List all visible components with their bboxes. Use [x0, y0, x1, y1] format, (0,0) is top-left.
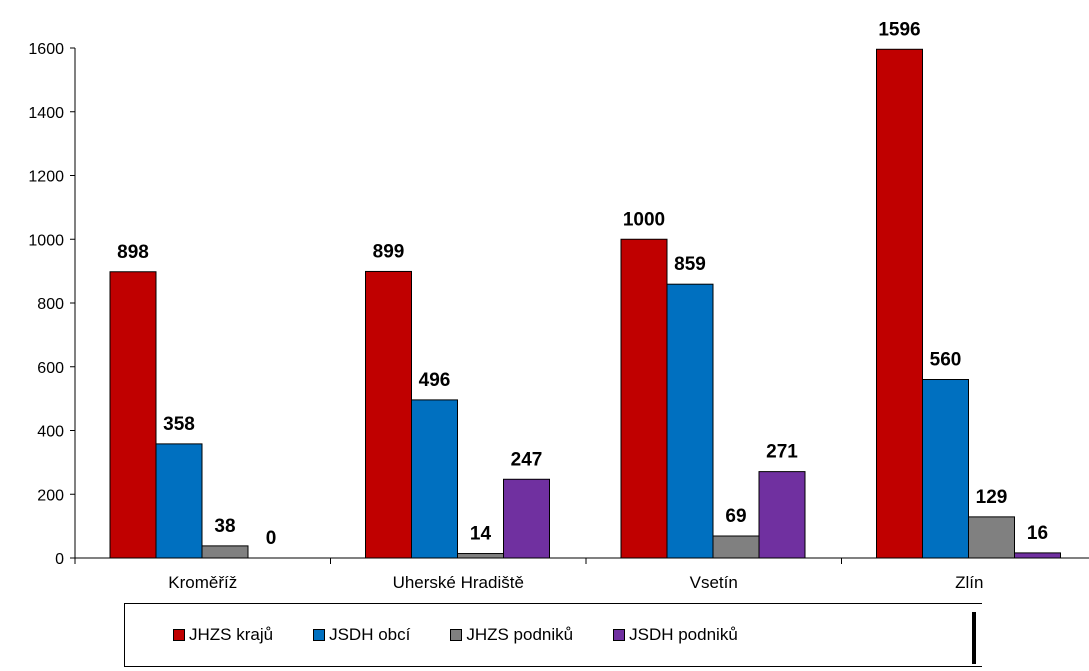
bar [876, 48, 923, 559]
y-tick-label: 1200 [28, 169, 64, 186]
legend-swatch [613, 629, 626, 641]
legend-item: JHZS podniků [450, 625, 573, 645]
bar [411, 399, 458, 559]
bar [457, 553, 504, 559]
bar [1014, 552, 1061, 559]
data-label: 14 [470, 524, 492, 545]
bar [620, 238, 668, 559]
y-tick-label: 600 [37, 360, 64, 377]
bar [201, 545, 249, 559]
y-tick-label: 200 [37, 487, 64, 504]
bar [758, 471, 806, 559]
data-label: 69 [725, 506, 746, 527]
legend-item: JSDH podniků [613, 625, 738, 645]
data-label: 1000 [623, 209, 665, 230]
bar [503, 478, 550, 559]
data-label: 0 [266, 528, 277, 549]
legend-item: JHZS krajů [173, 625, 273, 645]
legend-label: JHZS podniků [466, 625, 574, 644]
data-label: 271 [766, 442, 798, 463]
x-category-label: Kroměříž [168, 573, 237, 592]
legend-edge-bar [972, 612, 976, 664]
legend-swatch [450, 629, 463, 641]
legend-label: JHZS krajů [189, 625, 274, 644]
y-tick-label: 800 [37, 296, 64, 313]
data-label: 129 [976, 487, 1008, 508]
chart-bars [109, 48, 1061, 559]
x-category-label: Zlín [955, 573, 983, 592]
data-label: 560 [930, 350, 962, 371]
bar [155, 443, 203, 559]
data-label: 1596 [878, 19, 920, 40]
data-label: 859 [674, 254, 706, 275]
legend-items: JHZS krajů JSDH obcí JHZS podniků JSDH podn… [173, 625, 778, 645]
data-label: 899 [373, 241, 405, 262]
y-tick-label: 400 [37, 424, 64, 441]
bar [712, 535, 760, 559]
legend-swatch [313, 629, 326, 641]
bar [109, 271, 157, 559]
data-label: 247 [511, 449, 543, 470]
bar [922, 379, 969, 559]
x-category-label: Vsetín [690, 573, 738, 592]
data-label: 358 [163, 414, 195, 435]
y-tick-label: 1600 [28, 41, 64, 58]
bar [365, 270, 412, 559]
x-category-label: Uherské Hradiště [393, 573, 524, 592]
bar [968, 516, 1015, 559]
legend-swatch [173, 629, 185, 641]
chart-axes: 0 200 400 600 800 1000 1200 1400 1600 Kroměříž Uhe… [28, 41, 1089, 592]
data-label: 496 [419, 370, 451, 391]
data-label: 898 [117, 242, 149, 263]
y-tick-label: 1000 [28, 232, 64, 249]
bar [666, 283, 714, 559]
legend-label: JSDH podniků [629, 625, 738, 644]
y-tick-label: 0 [55, 551, 64, 568]
data-label: 16 [1027, 523, 1048, 544]
y-tick-label: 1400 [28, 105, 64, 122]
data-label: 38 [214, 516, 235, 537]
legend: JHZS krajů JSDH obcí JHZS podniků JSDH podn… [124, 603, 982, 667]
chart-labels: 898 899 1000 1596 358 496 859 560 38 14 69 129 0 247 2… [117, 19, 1048, 549]
legend-item: JSDH obcí [313, 625, 410, 645]
legend-label: JSDH obcí [329, 625, 411, 644]
